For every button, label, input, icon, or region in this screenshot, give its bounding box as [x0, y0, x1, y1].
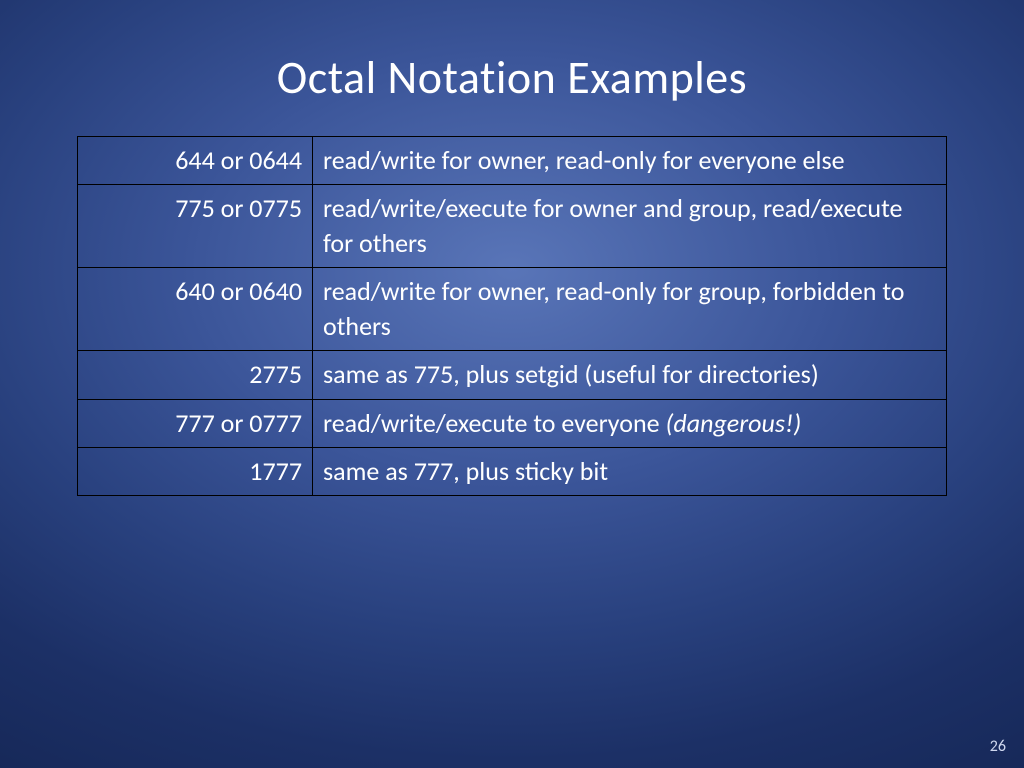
table-row: 644 or 0644 read/write for owner, read-o… [78, 137, 947, 185]
cell-description: same as 777, plus sticky bit [313, 447, 947, 495]
cell-desc-main: read/write/execute to everyone [323, 407, 665, 439]
table-row: 640 or 0640 read/write for owner, read-o… [78, 268, 947, 351]
cell-notation: 2775 [78, 351, 313, 399]
cell-notation: 640 or 0640 [78, 268, 313, 351]
slide-title: Octal Notation Examples [0, 0, 1024, 136]
octal-table: 644 or 0644 read/write for owner, read-o… [77, 136, 947, 496]
cell-description: read/write/execute for owner and group, … [313, 185, 947, 268]
octal-table-container: 644 or 0644 read/write for owner, read-o… [77, 136, 947, 496]
cell-notation: 644 or 0644 [78, 137, 313, 185]
table-row: 2775 same as 775, plus setgid (useful fo… [78, 351, 947, 399]
cell-description: read/write for owner, read-only for ever… [313, 137, 947, 185]
cell-desc-italic: (dangerous!) [665, 407, 801, 439]
cell-notation: 775 or 0775 [78, 185, 313, 268]
page-number: 26 [990, 737, 1006, 756]
cell-description: read/write/execute to everyone (dangerou… [313, 399, 947, 447]
cell-description: read/write for owner, read-only for grou… [313, 268, 947, 351]
cell-description: same as 775, plus setgid (useful for dir… [313, 351, 947, 399]
table-row: 1777 same as 777, plus sticky bit [78, 447, 947, 495]
table-row: 777 or 0777 read/write/execute to everyo… [78, 399, 947, 447]
cell-notation: 1777 [78, 447, 313, 495]
cell-notation: 777 or 0777 [78, 399, 313, 447]
table-row: 775 or 0775 read/write/execute for owner… [78, 185, 947, 268]
